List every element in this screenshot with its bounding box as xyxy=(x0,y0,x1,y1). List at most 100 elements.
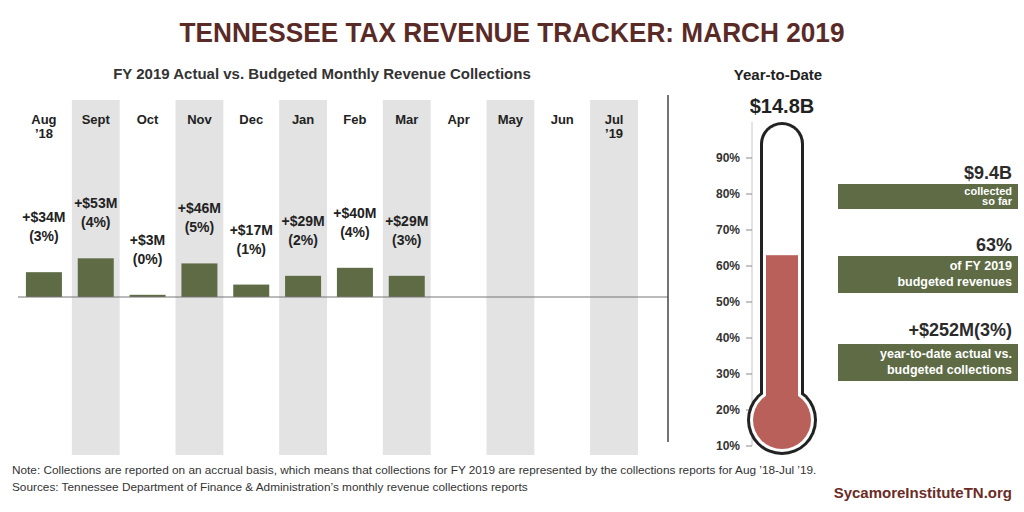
thermometer-fill xyxy=(766,255,798,420)
category-label-line: Jul xyxy=(605,112,624,127)
category-label: Apr xyxy=(447,112,469,127)
stat-text: so far xyxy=(982,195,1013,207)
tick-label: 30% xyxy=(716,367,740,381)
stat-box xyxy=(838,256,1018,293)
percent-label: (1%) xyxy=(236,241,266,257)
website: SycamoreInstituteTN.org xyxy=(834,484,1012,501)
category-label: Nov xyxy=(187,112,212,127)
category-label-line: Mar xyxy=(395,112,418,127)
tube-inner xyxy=(763,125,801,423)
percent-label: (4%) xyxy=(81,214,111,230)
category-label-line: Oct xyxy=(137,112,159,127)
category-label-line: ’18 xyxy=(35,126,53,141)
column-shade xyxy=(590,100,638,455)
category-label: Sept xyxy=(82,112,111,127)
percent-label: (3%) xyxy=(29,228,59,244)
stat-text: budgeted collections xyxy=(887,363,1012,377)
category-label: Oct xyxy=(137,112,159,127)
source: Sources: Tennessee Department of Finance… xyxy=(12,480,528,494)
bar xyxy=(389,276,425,297)
category-label: Aug’18 xyxy=(31,112,56,141)
bar xyxy=(337,268,373,297)
column-shade xyxy=(176,100,224,455)
stat-percent: (3%) xyxy=(974,320,1012,340)
tick xyxy=(746,302,752,303)
stat-value: $9.4B xyxy=(964,163,1012,183)
percent-label: (4%) xyxy=(340,224,370,240)
title: TENNESSEE TAX REVENUE TRACKER: MARCH 201… xyxy=(180,17,845,48)
data-label: +$46M xyxy=(178,200,221,216)
tick xyxy=(746,374,752,375)
background xyxy=(0,0,1024,512)
data-label: +$34M xyxy=(22,209,65,225)
category-label-line: Jun xyxy=(551,112,574,127)
column-shade xyxy=(487,100,535,455)
thermo-marks xyxy=(766,255,798,420)
stat-box xyxy=(838,184,1018,209)
stat-label: $9.4B xyxy=(964,163,1012,183)
tick xyxy=(746,338,752,339)
stat-text: year-to-date actual vs. xyxy=(880,347,1012,361)
data-label: +$3M xyxy=(130,232,165,248)
data-label: +$17M xyxy=(230,222,273,238)
category-label: Dec xyxy=(239,112,263,127)
bar xyxy=(78,258,114,297)
stat-value: 63% xyxy=(976,235,1012,255)
stat-label: 63% xyxy=(976,235,1012,255)
stat-text: of FY 2019 xyxy=(950,259,1012,273)
tick-label: 40% xyxy=(716,331,740,345)
data-label: +$29M xyxy=(281,213,324,229)
divider xyxy=(667,95,669,442)
percent-label: (3%) xyxy=(392,232,422,248)
percent-label: (0%) xyxy=(133,251,163,267)
tick-label: 60% xyxy=(716,259,740,273)
stat-box xyxy=(838,344,1018,381)
tick xyxy=(746,266,752,267)
category-label-line: Apr xyxy=(447,112,469,127)
tick xyxy=(746,194,752,195)
tick-label: 50% xyxy=(716,295,740,309)
data-label: +$29M xyxy=(385,213,428,229)
column-shade xyxy=(279,100,327,455)
category-label-line: May xyxy=(498,112,524,127)
category-label-line: ’19 xyxy=(605,126,623,141)
bar xyxy=(26,272,62,297)
tick-label: 80% xyxy=(716,187,740,201)
category-label-line: Feb xyxy=(343,112,366,127)
subtitle: FY 2019 Actual vs. Budgeted Monthly Reve… xyxy=(113,65,531,82)
data-label: +$40M xyxy=(333,205,376,221)
category-label-line: Nov xyxy=(187,112,212,127)
category-label: Jun xyxy=(551,112,574,127)
column-shade xyxy=(72,100,120,455)
bar xyxy=(285,276,321,297)
tick xyxy=(746,230,752,231)
axis-line xyxy=(752,122,753,446)
category-label: Feb xyxy=(343,112,366,127)
tick-label: 90% xyxy=(716,151,740,165)
category-label-line: Sept xyxy=(82,112,111,127)
category-label: Jul’19 xyxy=(605,112,624,141)
tick-label: 70% xyxy=(716,223,740,237)
chart-canvas: TENNESSEE TAX REVENUE TRACKER: MARCH 201… xyxy=(0,0,1024,512)
column-shade xyxy=(383,100,431,455)
percent-label: (5%) xyxy=(185,219,215,235)
tick-label: 20% xyxy=(716,403,740,417)
stat-text: budgeted revenues xyxy=(897,275,1012,289)
category-label: Jan xyxy=(292,112,314,127)
tick xyxy=(746,158,752,159)
tick xyxy=(746,446,752,447)
stat-label: +$252M xyxy=(908,320,974,340)
stat-value: +$252M(3%) xyxy=(908,320,1012,340)
bar xyxy=(233,285,269,297)
bars xyxy=(26,258,425,297)
category-label: Mar xyxy=(395,112,418,127)
panel-title: Year-to-Date xyxy=(734,66,822,83)
category-label-line: Aug xyxy=(31,112,56,127)
category-label-line: Dec xyxy=(239,112,263,127)
tick-label: 10% xyxy=(716,439,740,453)
total-label: $14.8B xyxy=(750,95,815,117)
data-label: +$53M xyxy=(74,195,117,211)
bar xyxy=(181,263,217,297)
baseline xyxy=(18,297,668,298)
percent-label: (2%) xyxy=(288,232,318,248)
